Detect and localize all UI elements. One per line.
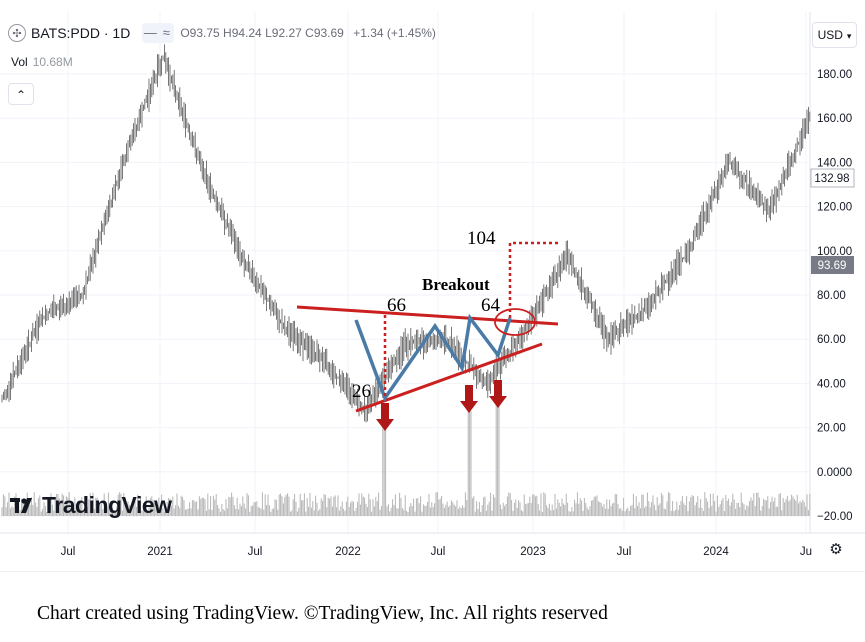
price-tick-label: 40.00 <box>817 378 846 390</box>
annotation-label: 26 <box>352 381 371 402</box>
chart-area[interactable]: 180.00 160.00 140.00 120.00 100.00 80.00 60.00… <box>0 0 865 572</box>
symbol-label[interactable]: BATS:PDD · 1D <box>31 25 131 41</box>
logo-text: TradingView <box>42 492 172 518</box>
price-chart[interactable]: 180.00 160.00 140.00 120.00 100.00 80.00 60.00… <box>0 0 865 572</box>
chart-credit: Chart created using TradingView. ©Tradin… <box>37 603 608 624</box>
vol-value: 10.68M <box>32 55 73 69</box>
annotation-label: Breakout <box>422 275 490 294</box>
line-toggle-icon[interactable]: — <box>143 25 157 40</box>
change-value: +1.34 (+1.45%) <box>353 26 436 40</box>
open-value: 93.75 <box>189 26 220 40</box>
tv-logo-icon <box>10 497 32 513</box>
plot-background <box>0 12 810 533</box>
chart-header: ✣ BATS:PDD · 1D — ≈ O93.75 H94.24 L92.27… <box>8 20 436 46</box>
price-tick-label: 0.0000 <box>817 467 852 479</box>
collapse-legend-button[interactable]: ⌃ <box>8 83 34 105</box>
chevron-up-icon: ⌃ <box>15 88 27 102</box>
down-arrow-icon <box>376 403 394 431</box>
volume-group <box>1 404 811 516</box>
down-arrow-icon <box>489 380 507 408</box>
price-tick-label: 80.00 <box>817 290 846 302</box>
open-label: O <box>180 26 190 40</box>
currency-button[interactable]: USD ▾ <box>812 22 857 48</box>
ref-price-badge <box>810 168 855 188</box>
price-tick-label: 20.00 <box>817 423 846 435</box>
volume-legend: Vol 10.68M <box>11 55 73 69</box>
current-price-badge <box>811 256 854 274</box>
current-price-label: 93.69 <box>818 260 847 272</box>
time-tick-label: Jul <box>248 546 263 558</box>
pattern-zigzag <box>354 313 512 402</box>
currency-label: USD <box>817 28 843 42</box>
price-tick-label: 100.00 <box>817 246 852 258</box>
time-tick-label: 2022 <box>335 546 361 558</box>
low-value: 92.27 <box>271 26 302 40</box>
chart-style-toggle[interactable]: — ≈ <box>142 23 175 43</box>
annotation-label: 66 <box>387 295 406 316</box>
tradingview-logo[interactable]: TradingView <box>10 492 172 519</box>
symbol-logo-icon[interactable]: ✣ <box>8 24 26 42</box>
down-arrow-icon <box>460 385 478 413</box>
price-tick-label: 140.00 <box>817 157 852 169</box>
target-measure-line <box>508 241 560 318</box>
high-value: 94.24 <box>231 26 262 40</box>
ref-price-label: 132.98 <box>814 173 849 185</box>
breakout-circle <box>494 308 536 336</box>
gear-icon[interactable]: ⚙ <box>829 541 843 558</box>
price-tick-label: 60.00 <box>817 334 846 346</box>
chevron-down-icon: ▾ <box>846 31 852 41</box>
vol-label: Vol <box>11 55 28 69</box>
annotation-label: 64 <box>481 295 501 316</box>
annotation-label: 104 <box>467 228 496 249</box>
candles-group <box>1 44 811 423</box>
price-tick-label: −20.00 <box>817 511 853 523</box>
time-tick-label: 2024 <box>703 546 729 558</box>
price-tick-label: 120.00 <box>817 202 852 214</box>
time-tick-label: Jul <box>617 546 632 558</box>
ohlc-readout: O93.75 H94.24 L92.27 C93.69 +1.34 (+1.45… <box>180 26 436 40</box>
close-label: C <box>305 26 314 40</box>
time-tick-label: Jul <box>61 546 76 558</box>
time-tick-label: Ju <box>800 546 812 558</box>
time-tick-label: Jul <box>431 546 446 558</box>
wave-toggle-icon[interactable]: ≈ <box>162 25 170 40</box>
resistance-trendline <box>296 305 559 326</box>
time-tick-label: 2023 <box>520 546 546 558</box>
time-tick-label: 2021 <box>147 546 173 558</box>
price-tick-label: 160.00 <box>817 113 852 125</box>
close-value: 93.69 <box>313 26 344 40</box>
high-label: H <box>223 26 232 40</box>
support-trendline <box>355 342 543 413</box>
price-tick-label: 180.00 <box>817 69 852 81</box>
low-label: L <box>265 26 272 40</box>
